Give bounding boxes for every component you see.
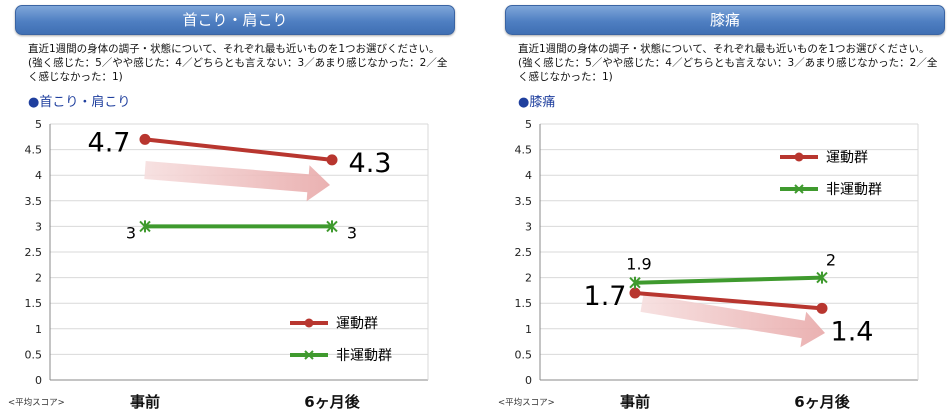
- y-tick-label: 1.5: [25, 297, 43, 310]
- legend-marker: [304, 350, 314, 360]
- x-tick-label: 事前: [130, 393, 160, 411]
- data-label: 1.9: [626, 255, 651, 274]
- y-tick-label: 4.5: [25, 144, 43, 157]
- data-label: 3: [126, 223, 136, 242]
- question-description: 直近1週間の身体の調子・状態について、それぞれ最も近いものを1つお選びください。…: [28, 43, 448, 83]
- data-label: 4.3: [349, 148, 392, 179]
- line-chart-neck-shoulder: 0 0.5 1 1.5 2 2.5 3 3.5 4 4.5 5 事前 6ヶ月後 4.7 4.3 3 3 運動群非運…: [25, 118, 429, 411]
- y-tick-label: 4: [35, 169, 42, 182]
- y-tick-label: 4: [525, 169, 532, 182]
- y-tick-label: 0.5: [515, 348, 533, 361]
- y-tick-label: 2: [35, 272, 42, 285]
- legend-label: 運動群: [336, 316, 378, 332]
- data-label: 3: [347, 223, 357, 242]
- score-note: <平均スコア>: [498, 398, 555, 408]
- y-tick-label: 5: [525, 118, 532, 131]
- y-tick-label: 5: [35, 118, 42, 131]
- x-tick-label: 6ヶ月後: [794, 393, 850, 411]
- y-tick-label: 3.5: [515, 195, 533, 208]
- data-point: [139, 133, 151, 145]
- x-tick-label: 事前: [620, 393, 650, 411]
- chart-subtitle: ●膝痛: [518, 95, 556, 110]
- line-chart-knee-pain: 0 0.5 1 1.5 2 2.5 3 3.5 4 4.5 5 事前 6ヶ月後 1.7 1.4 1.9 2 運動群…: [515, 118, 919, 411]
- series-line: [634, 290, 823, 311]
- data-point: [629, 287, 641, 299]
- data-point: [816, 271, 828, 284]
- chart-panel-knee-pain: 膝痛 直近1週間の身体の調子・状態について、それぞれ最も近いものを1つお選びくだ…: [498, 0, 948, 415]
- y-tick-label: 2: [525, 272, 532, 285]
- y-tick-label: 4.5: [515, 144, 533, 157]
- data-label: 4.7: [88, 127, 131, 158]
- legend-marker: [794, 184, 804, 194]
- chart-subtitle: ●首こり・肩こり: [28, 95, 131, 110]
- legend-marker: [794, 152, 804, 162]
- panel-title-bar: 膝痛: [505, 5, 945, 35]
- data-point: [816, 302, 828, 314]
- data-point: [326, 220, 338, 233]
- data-point: [629, 276, 641, 289]
- y-tick-label: 3.5: [25, 195, 43, 208]
- score-note: <平均スコア>: [8, 398, 65, 408]
- y-tick-label: 2.5: [515, 246, 533, 259]
- chart-panel-neck-shoulder: 首こり・肩こり 直近1週間の身体の調子・状態について、それぞれ最も近いものを1つ…: [8, 0, 458, 415]
- legend-label: 運動群: [826, 150, 868, 166]
- y-tick-label: 1: [525, 323, 532, 336]
- data-label: 1.7: [584, 281, 627, 312]
- series-line: [144, 137, 333, 162]
- trend-arrow: [144, 161, 330, 202]
- data-label: 2: [826, 251, 836, 270]
- data-point: [139, 220, 151, 233]
- question-description: 直近1週間の身体の調子・状態について、それぞれ最も近いものを1つお選びください。…: [518, 43, 938, 83]
- y-tick-label: 3: [525, 220, 532, 233]
- series-line: [634, 275, 823, 285]
- y-tick-label: 3: [35, 220, 42, 233]
- panel-title-bar: 首こり・肩こり: [15, 5, 455, 35]
- y-tick-label: 0: [525, 374, 532, 387]
- y-tick-label: 0.5: [25, 348, 43, 361]
- data-point: [326, 154, 338, 166]
- legend-label: 非運動群: [826, 182, 882, 198]
- y-tick-label: 0: [35, 374, 42, 387]
- legend-label: 非運動群: [336, 348, 392, 364]
- x-tick-label: 6ヶ月後: [304, 393, 360, 411]
- trend-arrow: [640, 294, 825, 348]
- y-tick-label: 1.5: [515, 297, 533, 310]
- y-tick-label: 2.5: [25, 246, 43, 259]
- y-tick-label: 1: [35, 323, 42, 336]
- legend-marker: [304, 318, 314, 328]
- data-label: 1.4: [831, 316, 874, 347]
